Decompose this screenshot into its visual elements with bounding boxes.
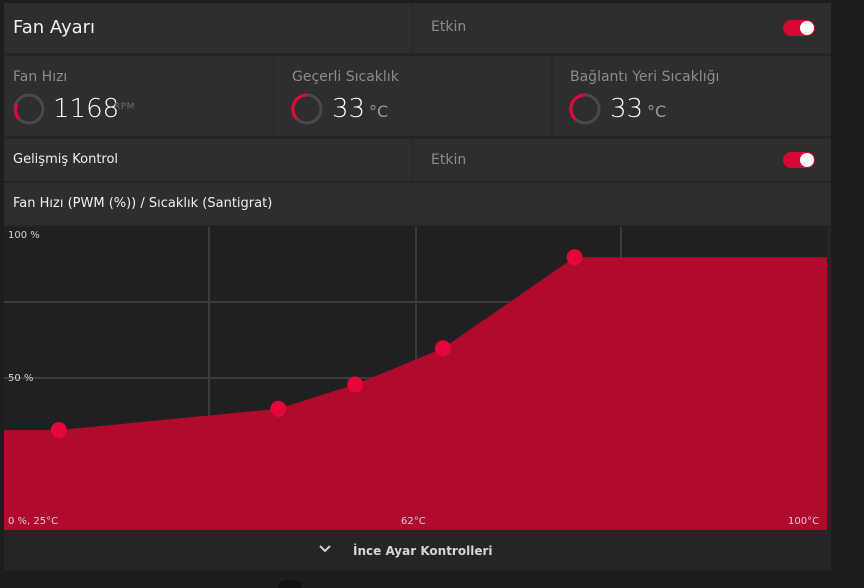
header-toggle-cell: Etkin xyxy=(415,3,831,53)
curve-control-point-4[interactable] xyxy=(434,340,451,357)
fan-tuning-toggle[interactable] xyxy=(783,20,815,36)
curve-control-point-1[interactable] xyxy=(50,422,67,439)
advanced-toggle-cell: Etkin xyxy=(415,139,831,181)
toggle-knob xyxy=(800,21,814,35)
header-title-cell: Fan Ayarı xyxy=(4,3,411,53)
stat-current-temp: Geçerli Sıcaklık 33 °C xyxy=(276,56,550,136)
stat-junction-temp-unit: °C xyxy=(647,102,667,121)
chart-header-row: Fan Hızı (PWM (%)) / Sıcaklık (Santigrat… xyxy=(4,183,831,225)
stats-row: Fan Hızı 1168 RPM Geçerli Sıcaklık 33 °C… xyxy=(4,56,831,136)
page-title: Fan Ayarı xyxy=(13,17,96,38)
fan-tuning-panel: Fan Ayarı Etkin Fan Hızı 1168 RPM Geçerl… xyxy=(4,3,831,570)
curve-control-point-2[interactable] xyxy=(270,400,287,417)
curve-control-point-5[interactable] xyxy=(566,249,583,266)
stat-junction-temp-label: Bağlantı Yeri Sıcaklığı xyxy=(570,69,720,85)
bottom-handle xyxy=(278,580,302,588)
y-tick-label-100: 100 % xyxy=(8,230,40,241)
curve-control-point-3[interactable] xyxy=(347,376,364,393)
gauge-icon xyxy=(291,93,323,125)
stat-current-temp-label: Geçerli Sıcaklık xyxy=(292,69,399,85)
gauge-icon xyxy=(569,93,601,125)
fan-tuning-enabled-label: Etkin xyxy=(431,19,467,35)
advanced-title-cell: Gelişmiş Kontrol xyxy=(4,139,411,181)
stat-fan-speed-label: Fan Hızı xyxy=(13,69,68,85)
fan-curve-area xyxy=(4,257,827,530)
gauge-icon xyxy=(13,93,45,125)
chart-title: Fan Hızı (PWM (%)) / Sıcaklık (Santigrat… xyxy=(13,196,273,211)
fan-curve-svg xyxy=(4,227,827,530)
chart-area-layer xyxy=(4,257,827,530)
stat-current-temp-value: 33 xyxy=(332,94,366,124)
toggle-knob xyxy=(800,153,814,167)
x-tick-label-max: 100°C xyxy=(788,516,820,527)
fan-tuning-header: Fan Ayarı Etkin xyxy=(4,3,831,53)
advanced-enabled-label: Etkin xyxy=(431,152,467,168)
stat-fan-speed: Fan Hızı 1168 RPM xyxy=(4,56,272,136)
chevron-down-icon xyxy=(319,545,331,553)
stat-junction-temp: Bağlantı Yeri Sıcaklığı 33 °C xyxy=(554,56,831,136)
y-tick-label-50: 50 % xyxy=(8,373,34,384)
stat-fan-speed-value: 1168 xyxy=(53,94,120,124)
x-tick-label-min: 0 %, 25°C xyxy=(8,516,59,527)
advanced-control-toggle[interactable] xyxy=(783,152,815,168)
x-tick-label-mid: 62°C xyxy=(401,516,426,527)
stat-current-temp-unit: °C xyxy=(369,102,389,121)
fine-tune-controls-label: İnce Ayar Kontrolleri xyxy=(353,544,493,558)
stat-junction-temp-value: 33 xyxy=(610,94,644,124)
advanced-control-title: Gelişmiş Kontrol xyxy=(13,152,119,167)
advanced-control-row: Gelişmiş Kontrol Etkin xyxy=(4,139,831,181)
fine-tune-controls-button[interactable]: İnce Ayar Kontrolleri xyxy=(4,533,831,570)
chart-points-layer xyxy=(50,249,583,439)
fan-curve-chart: 100 % 50 % 0 %, 25°C 62°C 100°C xyxy=(4,227,827,530)
stat-fan-speed-unit: RPM xyxy=(114,102,135,112)
